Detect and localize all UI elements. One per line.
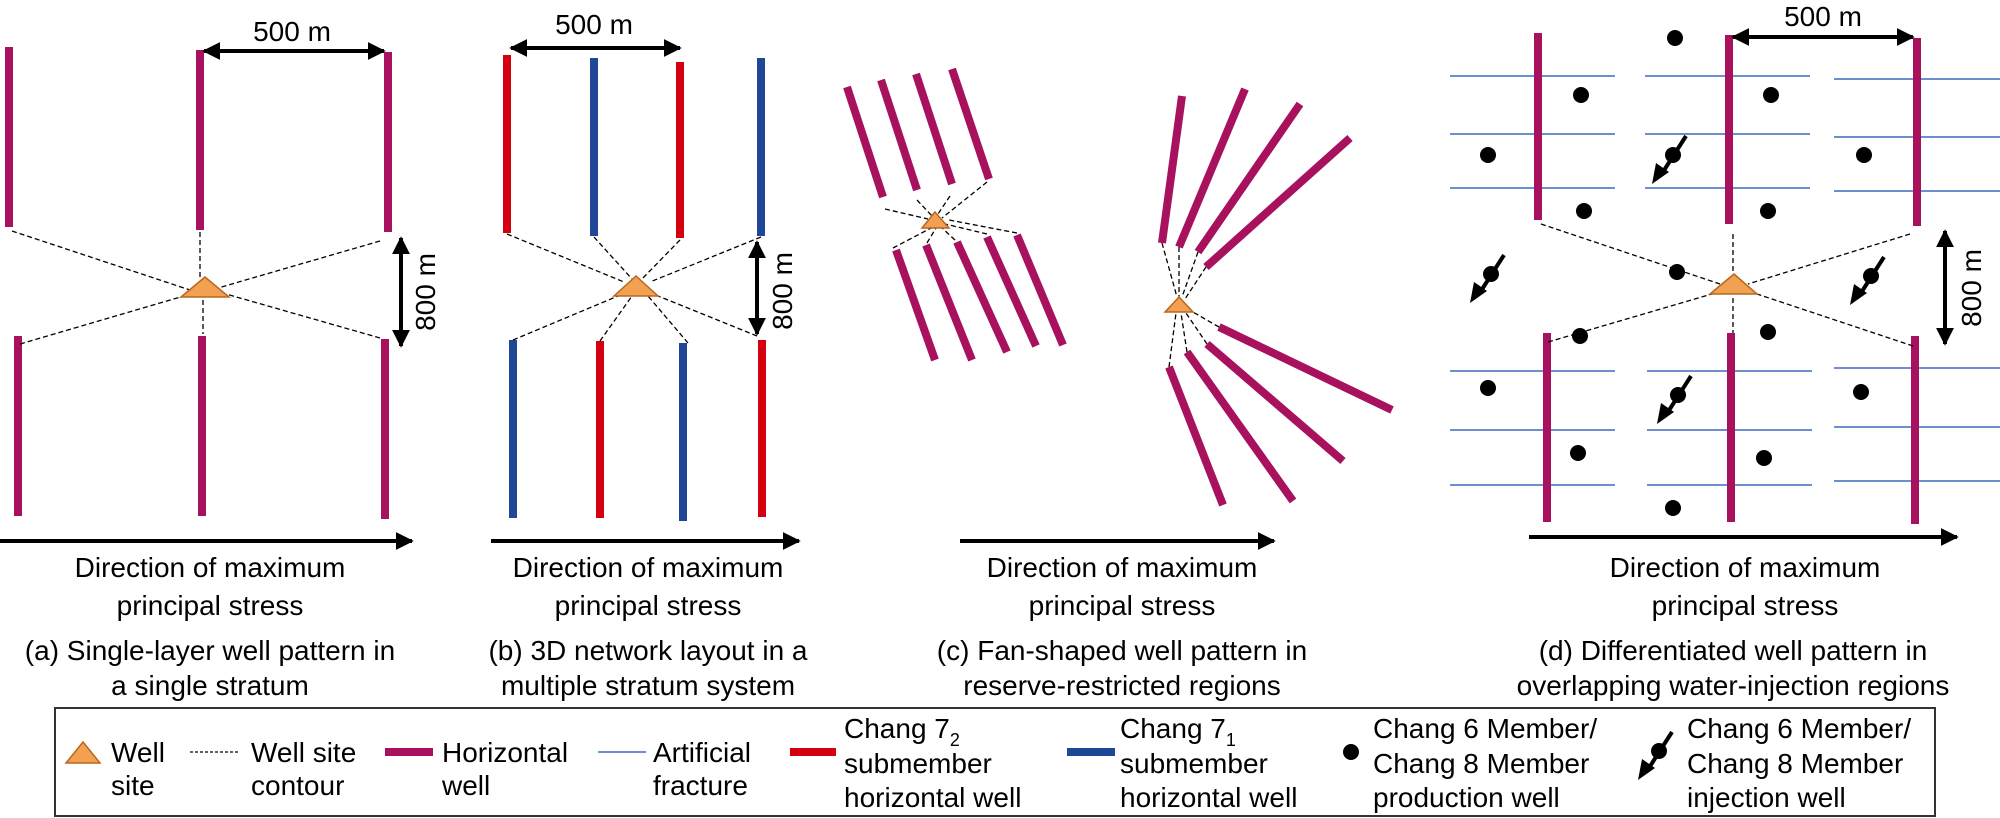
well-site-icon — [920, 210, 951, 229]
legend-label: injection well — [1687, 782, 1846, 813]
caption-line2: reserve-restricted regions — [963, 670, 1280, 701]
spacing-label: 500 m — [253, 16, 331, 47]
caption-line1: (a) Single-layer well pattern in — [25, 635, 395, 666]
direction-label-line1: Direction of maximum — [1610, 552, 1881, 583]
well-site-contour — [506, 233, 762, 344]
legend-label: submember — [1120, 748, 1268, 779]
direction-label-line1: Direction of maximum — [75, 552, 346, 583]
direction-label-line1: Direction of maximum — [513, 552, 784, 583]
legend-label: Artificial — [653, 737, 751, 768]
production-well-icon — [1343, 744, 1359, 760]
direction-label-line1: Direction of maximum — [987, 552, 1258, 583]
panel-d: 500 m 800 m Direction of maximum princip… — [1450, 1, 2000, 701]
legend-item-chang72: Chang 72 submember horizontal well — [790, 713, 1021, 813]
caption-line2: a single stratum — [111, 670, 309, 701]
direction-label-line2: principal stress — [1029, 590, 1216, 621]
horizontal-wells — [1534, 33, 1921, 524]
horizontal-wells — [5, 47, 392, 519]
legend-label: horizontal well — [1120, 782, 1297, 813]
distance-label: 800 m — [410, 253, 441, 331]
well-site-contour — [11, 230, 381, 345]
legend-label: Chang 8 Member — [1373, 748, 1589, 779]
legend-label: well — [441, 770, 490, 801]
legend-label: submember — [844, 748, 992, 779]
legend-label: Well — [111, 737, 165, 768]
well-site-icon — [612, 274, 660, 297]
well-site-icon — [64, 740, 102, 764]
caption-line1: (c) Fan-shaped well pattern in — [937, 635, 1307, 666]
direction-label-line2: principal stress — [555, 590, 742, 621]
distance-label: 800 m — [767, 252, 798, 330]
fan-left-wells — [843, 67, 1067, 362]
production-wells — [1480, 30, 1872, 516]
legend-box — [54, 707, 1936, 817]
legend-label: Chang 6 Member/ — [1373, 713, 1597, 744]
distance-label: 800 m — [1956, 249, 1987, 327]
panel-a: 500 m 800 m Direction of maximum princip… — [0, 16, 441, 701]
legend-label: Horizontal — [442, 737, 568, 768]
legend-item-injection-well: Chang 6 Member/ Chang 8 Member injection… — [1636, 713, 1911, 813]
legend-label: horizontal well — [844, 782, 1021, 813]
legend-item-contour: Well site contour — [190, 737, 356, 801]
well-site-contour — [884, 181, 1220, 368]
well-site-icon — [178, 276, 232, 298]
legend-item-well-site: Well site — [64, 737, 165, 801]
direction-label-line2: principal stress — [1652, 590, 1839, 621]
legend-label: Chang 6 Member/ — [1687, 713, 1911, 744]
legend-label: Chang 71 — [1120, 713, 1236, 750]
legend-item-fracture: Artificial fracture — [598, 737, 751, 801]
well-site-icon — [1707, 273, 1760, 295]
spacing-label: 500 m — [1784, 1, 1862, 32]
caption-line2: multiple stratum system — [501, 670, 795, 701]
spacing-label: 500 m — [555, 9, 633, 40]
direction-label-line2: principal stress — [117, 590, 304, 621]
caption-line1: (b) 3D network layout in a — [488, 635, 807, 666]
legend-label: production well — [1373, 782, 1560, 813]
legend-label: site — [111, 770, 155, 801]
legend-label: Well site — [251, 737, 356, 768]
legend-label: Chang 72 — [844, 713, 960, 750]
fan-right-wells — [1158, 87, 1394, 507]
injection-well-icon — [1636, 730, 1674, 782]
well-site-icon — [1163, 295, 1195, 313]
legend-item-horizontal-well: Horizontal well — [385, 737, 568, 801]
legend-label: contour — [251, 770, 344, 801]
caption-line1: (d) Differentiated well pattern in — [1539, 635, 1928, 666]
legend-item-chang71: Chang 71 submember horizontal well — [1067, 713, 1297, 813]
legend: Well site Well site contour Horizontal w… — [54, 707, 1936, 817]
panel-c: Direction of maximum principal stress (c… — [843, 67, 1394, 701]
legend-item-production-well: Chang 6 Member/ Chang 8 Member productio… — [1343, 713, 1597, 813]
well-site-contour — [1540, 223, 1914, 347]
legend-label: Chang 8 Member — [1687, 748, 1903, 779]
caption-line2: overlapping water-injection regions — [1517, 670, 1950, 701]
panel-b: 500 m 800 m Direction of maximum princip… — [488, 9, 807, 701]
legend-label: fracture — [653, 770, 748, 801]
layered-horizontal-wells — [503, 55, 766, 521]
